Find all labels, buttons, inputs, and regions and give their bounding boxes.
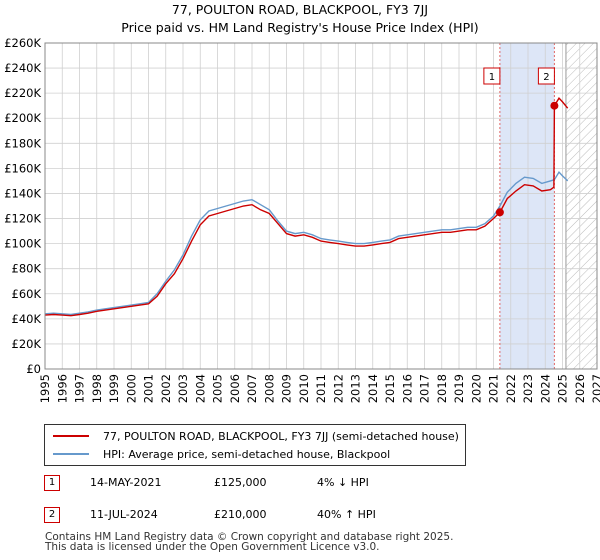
x-tick-label: 1998 <box>90 374 104 403</box>
chart-title: 77, POULTON ROAD, BLACKPOOL, FY3 7JJ <box>171 2 429 17</box>
x-tick-label: 2022 <box>504 374 518 403</box>
transaction-badge: 2 <box>44 507 60 523</box>
chart-subtitle: Price paid vs. HM Land Registry's House … <box>121 20 479 35</box>
transaction-row: 1 14-MAY-2021 £125,000 4% ↓ HPI <box>44 475 564 493</box>
x-tick-label: 2010 <box>297 374 311 403</box>
x-tick-label: 2001 <box>142 374 156 403</box>
x-tick-label: 2024 <box>538 374 552 403</box>
x-tick-label: 2008 <box>262 374 276 403</box>
x-tick-label: 2012 <box>331 374 345 403</box>
y-tick-label: £60K <box>12 287 42 301</box>
x-tick-label: 2004 <box>193 374 207 403</box>
y-tick-label: £220K <box>4 86 41 100</box>
transaction-hpi-change: 4% ↓ HPI <box>317 476 369 489</box>
future-hatch <box>565 43 597 369</box>
y-tick-label: £240K <box>4 61 41 75</box>
x-tick-label: 2023 <box>521 374 535 403</box>
sale-marker-label: 2 <box>543 72 549 83</box>
footer: Contains HM Land Registry data © Crown c… <box>45 531 454 553</box>
y-tick-label: £20K <box>12 337 42 351</box>
legend-item-property: 77, POULTON ROAD, BLACKPOOL, FY3 7JJ (se… <box>53 428 459 444</box>
transaction-price: £125,000 <box>214 476 267 489</box>
x-tick-label: 2000 <box>124 374 138 403</box>
sale-marker-badge <box>537 67 555 85</box>
sale-marker <box>550 101 559 110</box>
transaction-price: £210,000 <box>214 508 267 521</box>
y-tick-label: £160K <box>4 161 41 175</box>
legend-hpi-label: HPI: Average price, semi-detached house,… <box>103 447 391 461</box>
y-tick-label: £120K <box>4 212 41 226</box>
price-chart: 1 2 £0 £20K £40K £60K £80K £100K £120K £140K £160K… <box>4 36 600 403</box>
legend-property-label: 77, POULTON ROAD, BLACKPOOL, FY3 7JJ (se… <box>103 429 459 443</box>
x-tick-label: 2006 <box>228 374 242 403</box>
y-tick-label: £180K <box>4 136 41 150</box>
ownership-shade <box>499 43 555 369</box>
transaction-badge: 1 <box>44 475 60 491</box>
footer-copyright: Contains HM Land Registry data © Crown c… <box>45 531 454 543</box>
y-tick-label: £200K <box>4 111 41 125</box>
x-tick-label: 1996 <box>55 374 69 403</box>
legend: 77, POULTON ROAD, BLACKPOOL, FY3 7JJ (se… <box>44 424 466 466</box>
x-tick-label: 1997 <box>73 374 87 403</box>
x-tick-label: 2020 <box>469 374 483 403</box>
x-tick-label: 2009 <box>280 374 294 403</box>
x-tick-label: 2011 <box>314 374 328 403</box>
property-price-line <box>45 97 569 317</box>
x-tick-label: 2027 <box>590 374 600 403</box>
sale-marker-badge <box>483 67 501 85</box>
x-tick-label: 2018 <box>435 374 449 403</box>
x-tick-label: 2019 <box>452 374 466 403</box>
x-tick-label: 1999 <box>107 374 121 403</box>
x-tick-label: 2005 <box>211 374 225 403</box>
x-tick-label: 2002 <box>159 374 173 403</box>
y-tick-label: £100K <box>4 237 41 251</box>
footer-licence: This data is licensed under the Open Gov… <box>45 541 380 553</box>
y-tick-label: £140K <box>4 186 41 200</box>
transaction-date: 11-JUL-2024 <box>90 508 158 521</box>
y-tick-label: £0 <box>26 362 41 376</box>
transaction-hpi-change: 40% ↑ HPI <box>317 508 376 521</box>
plot-frame <box>44 42 598 370</box>
y-tick-label: £80K <box>12 262 42 276</box>
x-tick-label: 2017 <box>418 374 432 403</box>
y-tick-label: £260K <box>4 36 41 50</box>
x-tick-label: 2014 <box>366 374 380 403</box>
x-tick-label: 2016 <box>400 374 414 403</box>
transaction-date: 14-MAY-2021 <box>90 476 162 489</box>
x-tick-label: 2003 <box>176 374 190 403</box>
transaction-row: 2 11-JUL-2024 £210,000 40% ↑ HPI <box>44 507 564 525</box>
sale-marker-label: 1 <box>489 72 495 83</box>
property-line-swatch <box>53 435 89 437</box>
hpi-line-swatch <box>53 453 89 455</box>
x-tick-label: 2025 <box>556 374 570 403</box>
x-tick-label: 2013 <box>349 374 363 403</box>
x-tick-label: 1995 <box>38 374 52 403</box>
x-tick-label: 2007 <box>245 374 259 403</box>
legend-item-hpi: HPI: Average price, semi-detached house,… <box>53 446 390 462</box>
x-tick-label: 2015 <box>383 374 397 403</box>
x-tick-label: 2021 <box>487 374 501 403</box>
sale-marker <box>495 208 504 217</box>
x-tick-label: 2026 <box>573 374 587 403</box>
y-tick-label: £40K <box>12 312 42 326</box>
